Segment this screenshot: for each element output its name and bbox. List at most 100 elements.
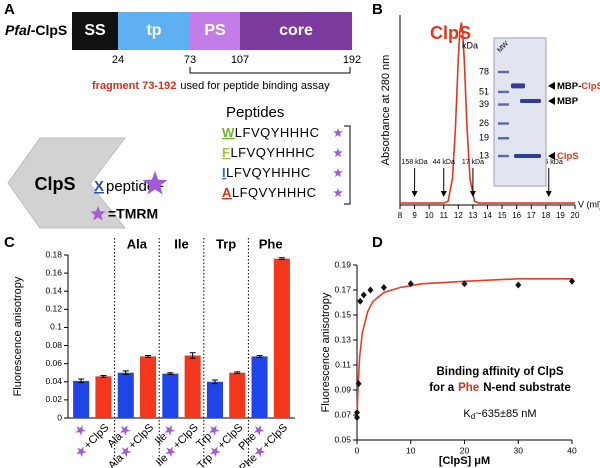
band-arrow <box>548 97 555 106</box>
group-label: Phe <box>259 236 283 251</box>
x-tick-label: 20 <box>460 445 470 455</box>
clps-shape <box>7 137 127 229</box>
gel-band <box>511 83 525 89</box>
annotation-text: for a <box>429 382 455 394</box>
fragment-bracket <box>189 67 351 74</box>
peptide-rest: LFQVYHHHC <box>232 185 317 200</box>
chromatogram-line <box>400 22 575 204</box>
y-tick-label: 0.13 <box>334 334 351 344</box>
error-bar <box>122 370 129 376</box>
data-point <box>380 284 387 291</box>
band-label: MBP <box>557 96 579 107</box>
error-bar <box>100 374 107 378</box>
star-icon <box>333 168 343 177</box>
fragment: fragment 73-192 <box>92 80 176 92</box>
y-tick-label: 0.15 <box>334 309 351 319</box>
y-axis-label: Absorbance at 280 nm <box>380 55 392 166</box>
ladder-label: 78 <box>479 66 489 76</box>
standard-label: 17 kDa <box>462 159 484 166</box>
x-axis-label: V (ml) <box>578 199 600 209</box>
species: Pfal <box>5 22 32 38</box>
data-point <box>515 281 522 289</box>
error-bar <box>167 372 174 376</box>
gel <box>493 37 547 187</box>
standard-label: 1.35 kDa <box>535 159 563 166</box>
y-tick-label: 0.14 <box>45 285 62 295</box>
y-tick-label: 0.18 <box>45 249 62 259</box>
fragment-text: used for peptide binding assay <box>180 80 330 92</box>
group-label: Trp <box>216 236 236 251</box>
domain-segment <box>72 12 118 50</box>
x-tick-label: 12 <box>454 211 463 220</box>
bar <box>251 356 268 418</box>
annotation-text: N-end substrate <box>483 382 571 394</box>
panel-label: C <box>4 234 15 251</box>
domain-label: PS <box>204 22 226 39</box>
band-text: MBP- <box>557 80 581 91</box>
y-tick-label: 0.1 <box>50 322 62 332</box>
data-point <box>354 409 360 416</box>
ladder-band <box>498 122 509 125</box>
peptide-sequence: ILFVQYHHHC <box>222 165 311 180</box>
bar <box>229 372 246 418</box>
annotation: Binding affinity of ClpS <box>436 366 563 378</box>
peptides-title: Peptides <box>226 104 284 121</box>
ladder-label: 13 <box>479 150 489 160</box>
x-tick-label: 20 <box>571 211 580 220</box>
y-tick-label: 0.07 <box>334 409 351 419</box>
data-point <box>407 280 414 288</box>
chart-title: ClpS <box>430 23 471 43</box>
annotation-highlight: Phe <box>458 382 479 394</box>
y-tick-label: 0 <box>57 412 62 422</box>
data-point <box>367 286 374 294</box>
band-arrow <box>548 152 555 161</box>
protein-name: Pfal-ClpS <box>5 22 67 38</box>
peptide-first: A <box>222 185 232 200</box>
tmrm-label: =TMRM <box>108 206 158 222</box>
x-tick-label: 30 <box>514 445 524 455</box>
bar <box>273 258 290 418</box>
y-axis-label: Fluorescence anisotropy <box>320 292 332 412</box>
kd-value: ~635±85 nM <box>475 408 536 420</box>
x-tick-label: 0 <box>355 445 360 455</box>
ladder-band <box>498 90 509 94</box>
y-tick-label: 0.09 <box>334 384 351 394</box>
y-tick-label: 0.04 <box>45 376 62 386</box>
y-tick-label: 0.08 <box>45 340 62 350</box>
boundary-label: 192 <box>343 54 361 66</box>
error-bar <box>145 355 152 358</box>
boundary-label: 73 <box>184 54 196 66</box>
peptide-rest: LFVQYHHHC <box>230 145 315 160</box>
peptide-sequence: WLFVQYHHHC <box>222 125 319 140</box>
y-axis-label: Fluorescence anisotropy <box>12 276 24 396</box>
standard-arrowhead <box>411 191 418 197</box>
y-tick-label: 0.06 <box>45 358 62 368</box>
group-label: Ile <box>174 236 188 251</box>
domain-segment <box>240 12 352 50</box>
peptide-rest: LFVQYHHHC <box>226 165 311 180</box>
x-tick-label: 19 <box>556 211 565 220</box>
data-point <box>569 277 575 285</box>
standard-arrowhead <box>545 191 552 197</box>
x-tick-label: 16 <box>512 211 521 220</box>
kd-symbol: K <box>463 408 471 420</box>
error-bar <box>189 352 196 359</box>
x-tick-label: 8 <box>398 211 403 220</box>
x-tick-label: 13 <box>468 211 477 220</box>
panel-label: B <box>372 1 383 18</box>
domain-segment <box>190 12 240 50</box>
data-point <box>354 414 360 421</box>
peptide-first: F <box>222 145 230 160</box>
domain-label: tp <box>146 22 161 39</box>
star-icon <box>333 148 343 157</box>
y-tick-label: 0.11 <box>335 359 351 369</box>
band-label: ClpS <box>557 151 579 162</box>
ladder-band <box>498 103 509 106</box>
ladder-label: 39 <box>479 99 489 109</box>
domain-label: core <box>279 22 313 39</box>
star-icon <box>333 128 343 137</box>
x-axis-label: [ClpS] μM <box>439 455 490 467</box>
panel-label: D <box>372 234 383 251</box>
x-tick-label: 9 <box>412 211 417 220</box>
